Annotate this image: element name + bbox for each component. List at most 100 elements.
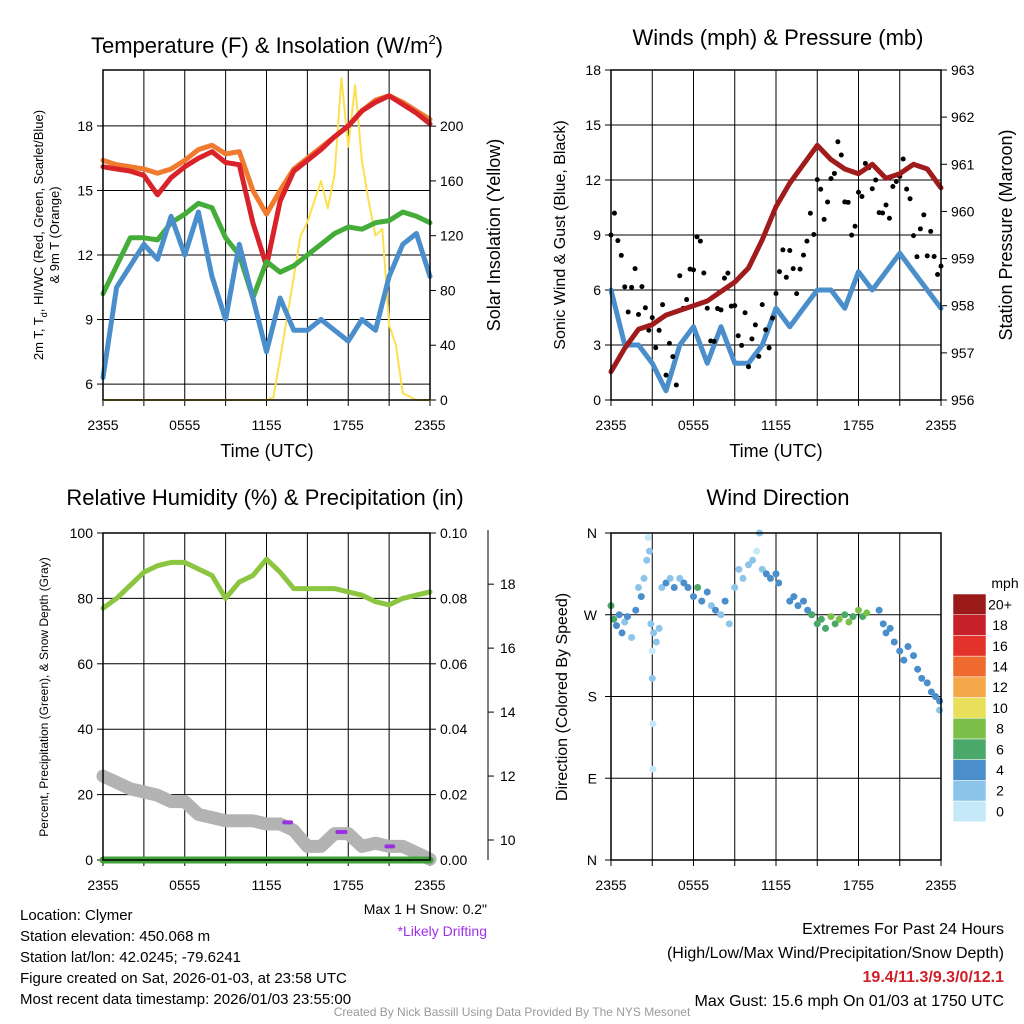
- max-gust-text: Max Gust: 15.6 mph On 01/03 at 1750 UTC: [694, 993, 1005, 1010]
- direction-point: [647, 620, 655, 628]
- direction-point: [745, 561, 752, 569]
- gust-point: [636, 311, 641, 317]
- gust-point: [904, 186, 910, 192]
- direction-point: [640, 574, 648, 582]
- gust-point: [656, 327, 662, 333]
- direction-point: [646, 547, 653, 555]
- elevation-text: Station elevation: 450.068 m: [20, 928, 211, 945]
- direction-point: [618, 629, 626, 637]
- y-axis-label: Direction (Colored By Speed): [554, 593, 571, 801]
- gust-point: [615, 238, 621, 244]
- direction-point: [648, 647, 656, 655]
- gust-point: [825, 199, 831, 205]
- series-line-td: [100, 200, 433, 301]
- direction-point: [680, 579, 688, 587]
- gust-point: [642, 305, 648, 311]
- x-tick-label: 1755: [843, 877, 874, 893]
- gust-point: [694, 234, 700, 240]
- gust-point: [739, 342, 745, 348]
- y2-tick-label: 80: [440, 282, 456, 298]
- direction-point: [845, 618, 853, 626]
- gust-point: [756, 353, 762, 359]
- y2-tick-label: 959: [951, 251, 975, 267]
- direction-point: [658, 584, 666, 591]
- y-axis-label-line2: & 9m T (Orange): [47, 186, 62, 283]
- gust-point: [917, 226, 923, 232]
- gust-point: [646, 327, 652, 333]
- y-tick-label: 0: [85, 852, 93, 868]
- gust-point: [618, 252, 624, 258]
- direction-point: [712, 606, 719, 614]
- x-tick-label: 1155: [251, 877, 281, 893]
- gust-point: [831, 170, 837, 176]
- chart-title: Temperature (F) & Insolation (W/m2): [91, 32, 443, 58]
- y-tick-label: 100: [70, 525, 94, 541]
- direction-point: [643, 556, 651, 564]
- x-tick-label: 2355: [925, 417, 956, 433]
- colorbar-label: 0: [996, 803, 1004, 819]
- gust-point: [704, 305, 710, 311]
- gust-point: [735, 333, 741, 339]
- direction-point: [923, 679, 931, 687]
- y-tick-label: 80: [77, 590, 93, 606]
- x-tick-label: 2355: [87, 877, 118, 893]
- gust-point: [721, 275, 727, 281]
- max-snow-text: Max 1 H Snow: 0.2": [364, 901, 487, 917]
- gust-point: [852, 223, 858, 229]
- direction-point: [910, 652, 917, 660]
- direction-point: [725, 620, 733, 628]
- gust-point: [880, 210, 886, 216]
- gust-point: [818, 186, 824, 192]
- x-tick-label: 1755: [843, 417, 874, 433]
- gust-point: [787, 247, 793, 253]
- gust-point: [893, 178, 899, 184]
- x-tick-label: 1755: [333, 417, 364, 433]
- direction-point: [650, 629, 658, 637]
- direction-point: [721, 597, 729, 605]
- direction-point: [890, 638, 898, 646]
- gust-point: [749, 336, 755, 342]
- gust-point: [900, 156, 906, 162]
- chart-title: Wind Direction: [706, 485, 849, 510]
- gust-point: [859, 194, 865, 200]
- colorbar-label: 8: [996, 721, 1004, 737]
- direction-point: [758, 565, 766, 573]
- y2-tick-label: 963: [951, 62, 975, 78]
- snow-axis-tick-label: 12: [500, 768, 516, 784]
- y-label-subscript: d: [39, 312, 49, 317]
- gust-point: [873, 177, 879, 183]
- colorbar-label: 4: [996, 762, 1004, 778]
- created-text: Figure created on Sat, 2026-01-03, at 23…: [20, 970, 347, 987]
- gust-point: [794, 291, 800, 297]
- gust-point: [701, 270, 707, 276]
- direction-point: [649, 765, 657, 773]
- y-axis-label: Sonic Wind & Gust (Blue, Black): [552, 120, 569, 349]
- x-tick-label: 2355: [87, 417, 118, 433]
- gust-point: [801, 252, 806, 258]
- gust-point: [725, 270, 731, 276]
- direction-point: [632, 606, 640, 614]
- snow-depth-line: [96, 769, 437, 866]
- gust-point: [752, 322, 758, 328]
- direction-point: [886, 624, 894, 632]
- direction-point: [767, 574, 774, 582]
- gust-point: [883, 202, 889, 208]
- y2-tick-label: 200: [440, 118, 464, 134]
- y-tick-label: N: [587, 852, 597, 868]
- y-tick-label: 6: [593, 282, 601, 298]
- direction-point: [904, 643, 912, 651]
- y2-tick-label: 0: [440, 392, 448, 408]
- station-info: Location: Clymer Station elevation: 450.…: [20, 905, 351, 1010]
- direction-point: [762, 570, 770, 578]
- x-tick-label: 0555: [678, 417, 709, 433]
- x-tick-label: 2355: [414, 417, 445, 433]
- direction-point: [621, 618, 629, 626]
- gust-point: [759, 302, 765, 308]
- gust-point: [807, 210, 813, 216]
- direction-point: [624, 613, 631, 621]
- direction-point: [731, 584, 739, 591]
- y-tick-label: N: [587, 525, 597, 541]
- y2-tick-label: 0.04: [440, 721, 467, 737]
- y-label-rest: , HI/WC (Red, Green, Scarlet/Blue): [31, 110, 46, 312]
- gust-point: [890, 183, 896, 189]
